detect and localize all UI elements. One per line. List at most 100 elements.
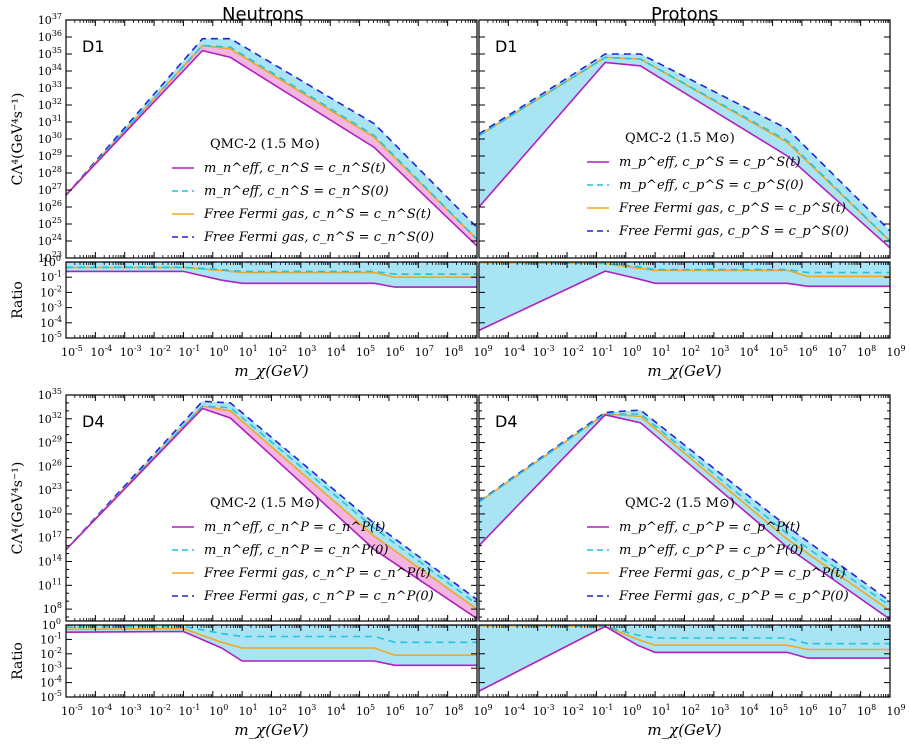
y-tick-label: 1011 (38, 577, 62, 592)
x-tick-label: 102 (268, 703, 287, 718)
legend-entry: m_n^eff, c_n^S = c_n^S(t) (204, 161, 386, 176)
legend-entry: m_p^eff, c_p^P = c_p^P(t) (619, 520, 800, 535)
series-line (66, 270, 477, 288)
series-line (66, 407, 477, 620)
x-tick-label: 108 (444, 344, 463, 359)
x-tick-label: 10-1 (179, 344, 201, 359)
y-tick-label: 10-1 (40, 269, 62, 284)
x-tick-label: 105 (769, 703, 788, 718)
y-tick-label: 1036 (38, 29, 62, 44)
y-tick-label: 1024 (38, 233, 62, 248)
y-tick-label: 10-2 (40, 284, 62, 299)
x-tick-label: 103 (297, 703, 316, 718)
x-tick-label: 102 (268, 344, 287, 359)
panel-label: D4 (495, 412, 518, 431)
panel-D4-protons: D4 QMC-2 (1.5 M⊙) m_p^eff, c_p^P = c_p^P(t… (478, 394, 891, 622)
y-tick-label: 1026 (38, 458, 62, 473)
x-axis-label: m_χ(GeV) (647, 721, 721, 739)
y-tick-label: 1014 (38, 554, 62, 569)
series-line (479, 413, 890, 607)
x-tick-label: 109 (473, 344, 492, 359)
y-tick-label: 1027 (38, 182, 62, 197)
y-tick-label: 1026 (38, 199, 62, 214)
panel-D4-neutrons-ratio: 10-5 10-4 10-3 10-2 10-1 100 101 102 103 104 105 10… (10, 617, 493, 739)
series-line (66, 49, 477, 247)
band-fill (479, 262, 890, 331)
series-line (479, 56, 890, 242)
legend-entry: Free Fermi gas, c_p^P = c_p^P(0) (618, 589, 849, 604)
y-tick-label: 10-3 (40, 300, 62, 315)
x-tick-label: 105 (769, 344, 788, 359)
x-tick-label: 10-2 (149, 344, 171, 359)
y-tick-label: 1034 (38, 63, 62, 78)
x-axis-label: m_χ(GeV) (647, 362, 721, 380)
legend-entry: m_p^eff, c_p^S = c_p^S(0) (619, 178, 804, 193)
x-tick-label: 100 (209, 344, 228, 359)
x-tick-label: 107 (828, 344, 847, 359)
x-tick-label: 101 (652, 344, 671, 359)
series-line (66, 630, 477, 667)
x-tick-label: 10-4 (90, 344, 112, 359)
panel-label: D1 (495, 37, 518, 56)
series-line (479, 270, 890, 332)
x-tick-label: 102 (681, 703, 700, 718)
series-line (66, 400, 477, 601)
panel-D4-neutrons: 108 1011 1014 1017 1020 1023 1026 1029 1032 1035 C… (10, 387, 478, 622)
legend-entry: Free Fermi gas, c_n^P = c_n^P(t) (203, 566, 431, 581)
panel-D4-protons-ratio: 10-4 10-3 10-2 10-1 100 101 102 103 104 105 106 107… (478, 624, 906, 739)
x-tick-label: 10-1 (179, 703, 201, 718)
x-tick-label: 100 (622, 703, 641, 718)
x-tick-label: 10-2 (562, 703, 584, 718)
legend-title: QMC-2 (1.5 M⊙) (625, 131, 735, 146)
band-fill (66, 401, 477, 619)
x-tick-label: 107 (415, 703, 434, 718)
y-tick-label: 10-3 (40, 660, 62, 675)
series-line (66, 625, 477, 644)
x-tick-label: 10-3 (120, 703, 142, 718)
x-tick-label: 103 (297, 344, 316, 359)
x-tick-label: 100 (622, 344, 641, 359)
x-tick-label: 106 (798, 344, 817, 359)
y-tick-label: 1020 (38, 506, 62, 521)
x-tick-label: 106 (385, 344, 404, 359)
series-line (66, 44, 477, 240)
y-axis-label: CΛ⁴(GeV⁴s⁻¹) (10, 462, 26, 555)
legend-entry: Free Fermi gas, c_n^P = c_n^P(0) (203, 589, 434, 604)
y-tick-label: 108 (43, 601, 62, 616)
legend-entry: m_p^eff, c_p^S = c_p^S(t) (619, 155, 801, 170)
x-tick-label: 10-4 (503, 703, 525, 718)
x-tick-label: 108 (444, 703, 463, 718)
series-line (479, 413, 890, 612)
series-line (479, 413, 890, 621)
x-tick-label: 104 (740, 344, 759, 359)
y-tick-label: 1032 (38, 411, 62, 426)
legend-entry: Free Fermi gas, c_p^S = c_p^S(t) (618, 201, 846, 216)
y-tick-label: 1028 (38, 165, 62, 180)
x-tick-label: 107 (828, 703, 847, 718)
x-tick-label: 10-2 (562, 344, 584, 359)
x-tick-label: 100 (209, 703, 228, 718)
panel-label: D4 (82, 412, 105, 431)
x-tick-label: 104 (740, 703, 759, 718)
x-tick-label: 107 (415, 344, 434, 359)
legend-entry: m_n^eff, c_n^P = c_n^P(0) (204, 543, 388, 558)
series-line (66, 405, 477, 605)
x-tick-label: 101 (652, 703, 671, 718)
series-line (479, 53, 890, 232)
y-tick-label: 10-4 (40, 675, 62, 690)
y-tick-label: 1032 (38, 97, 62, 112)
legend-entry: Free Fermi gas, c_p^P = c_p^P(t) (618, 566, 846, 581)
x-tick-label: 103 (710, 703, 729, 718)
x-tick-label: 104 (327, 703, 346, 718)
legend-entry: m_n^eff, c_n^S = c_n^S(0) (204, 184, 389, 199)
x-tick-label: 103 (710, 344, 729, 359)
y-tick-label: 1017 (38, 530, 62, 545)
panel-D1-protons-ratio: 10-4 10-3 10-2 10-1 100 101 102 103 104 105 106 107… (478, 261, 906, 380)
y-tick-label: 1030 (38, 131, 62, 146)
series-line (66, 37, 477, 228)
x-tick-label: 10-2 (149, 703, 171, 718)
x-axis-label: m_χ(GeV) (234, 721, 308, 739)
panel-D1-neutrons: 1023 1024 1025 1026 1027 1028 1029 1030 1031 1032… (10, 12, 478, 265)
legend-entry: Free Fermi gas, c_p^S = c_p^S(0) (618, 224, 849, 239)
y-tick-label: 1033 (38, 80, 62, 95)
